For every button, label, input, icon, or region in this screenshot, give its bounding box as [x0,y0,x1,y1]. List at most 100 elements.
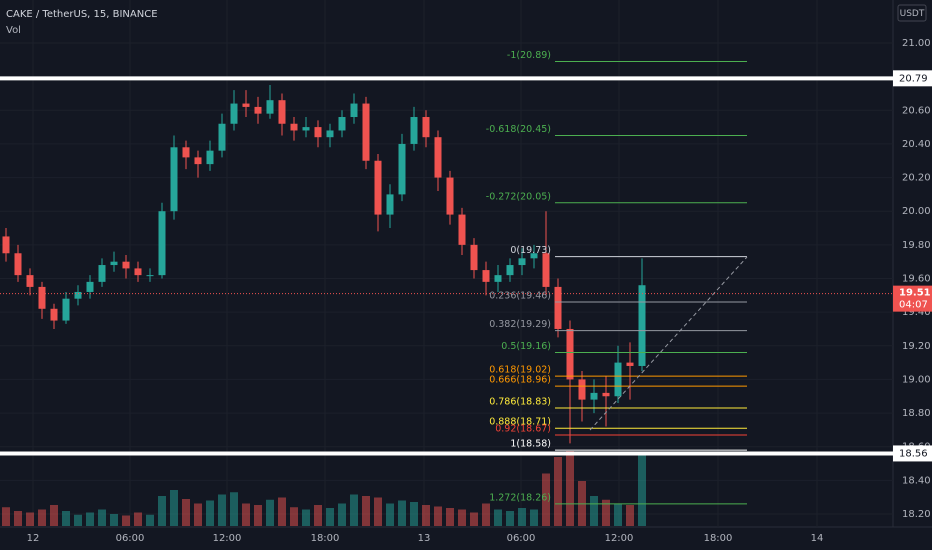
y-tick-label: 20.00 [902,206,931,217]
fib-label: 0.382(19.29) [489,319,551,330]
candle-body [74,291,82,299]
y-tick-label: 20.60 [902,105,931,116]
fib-label: 0(19.73) [510,245,551,256]
fib-label: 1.272(18.26) [489,492,551,503]
candle-body [38,286,46,309]
candle-body [314,127,322,138]
candle-body [242,103,250,107]
volume-bar [590,496,598,526]
volume-bar [362,496,370,526]
candle-body [350,103,358,118]
candle-body [386,194,394,215]
volume-bar [290,507,298,526]
volume-bar [350,494,358,526]
hline-box [893,70,932,87]
candle-body [494,275,502,282]
fib-label: 0.666(18.96) [489,375,551,386]
candle-body [254,106,262,114]
volume-bar [98,509,106,526]
candle-body [518,258,526,266]
candle-body [98,265,106,282]
candle-body [86,281,94,292]
volume-bar [566,451,574,526]
volume-bar [218,494,226,526]
x-tick-label: 18:00 [311,533,340,544]
volume-bar [374,497,382,526]
y-tick-label: 18.20 [902,509,931,520]
candle-body [530,253,538,259]
volume-bar [62,511,70,526]
volume-bar [542,473,550,526]
volume-bar [638,454,646,526]
candle-body [554,286,562,329]
last-price-box [893,285,932,312]
candle-body [266,100,274,114]
volume-bar [314,505,322,526]
y-tick-label: 19.60 [902,274,931,285]
candle-body [230,103,238,124]
y-tick-label: 18.40 [902,475,931,486]
candle-body [338,117,346,131]
volume-bar [398,500,406,526]
countdown-label: 04:07 [899,300,928,311]
y-tick-label: 19.00 [902,374,931,385]
volume-bar [134,512,142,526]
x-tick-label: 13 [418,533,431,544]
candle-body [578,379,586,400]
candle-body [506,265,514,276]
volume-bar [530,509,538,526]
candle-body [146,275,154,277]
x-tick-label: 12:00 [605,533,634,544]
hline-box [893,445,932,462]
candle-body [110,261,118,266]
candle-body [614,362,622,397]
y-tick-label: 18.80 [902,408,931,419]
volume-bar [254,505,262,526]
volume-bar [206,500,214,526]
last-price-label: 19.51 [899,288,931,299]
candle-body [602,392,610,397]
volume-bar [182,499,190,526]
candle-body [434,137,442,178]
candle-body [182,147,190,158]
y-tick-label: 20.40 [902,139,931,150]
candle-body [410,117,418,144]
candle-body [50,308,58,321]
candle-body [290,123,298,131]
volume-bar [518,508,526,526]
trend-line [589,256,748,431]
volume-bar [482,503,490,526]
fib-label: 1(18.58) [510,439,551,450]
x-tick-label: 06:00 [507,533,536,544]
hline-label: 18.56 [899,448,928,459]
volume-bar [14,511,22,526]
volume-bar [470,512,478,526]
currency-box[interactable] [897,4,927,22]
fib-label: 0.888(18.71) [489,417,551,428]
candle-body [26,275,34,287]
volume-bar [50,505,58,526]
candle-body [362,103,370,161]
x-tick-label: 12 [27,533,40,544]
x-tick-label: 12:00 [213,533,242,544]
currency[interactable]: USDT [900,9,925,19]
candle-body [122,261,130,269]
x-tick-label: 18:00 [704,533,733,544]
volume-bar [458,509,466,526]
fib-label: 0.92(18.67) [495,423,551,434]
candle-body [14,253,22,276]
volume-bar [326,508,334,526]
candle-body [638,285,646,366]
hline-label: 20.79 [899,73,928,84]
candle-body [458,214,466,245]
candle-body [278,100,286,124]
volume-label: Vol [6,25,21,36]
fib-label: -1(20.89) [507,50,551,61]
candle-body [446,177,454,215]
volume-bar [158,496,166,526]
fib-label: 0.5(19.16) [501,341,551,352]
candle-body [566,328,574,380]
